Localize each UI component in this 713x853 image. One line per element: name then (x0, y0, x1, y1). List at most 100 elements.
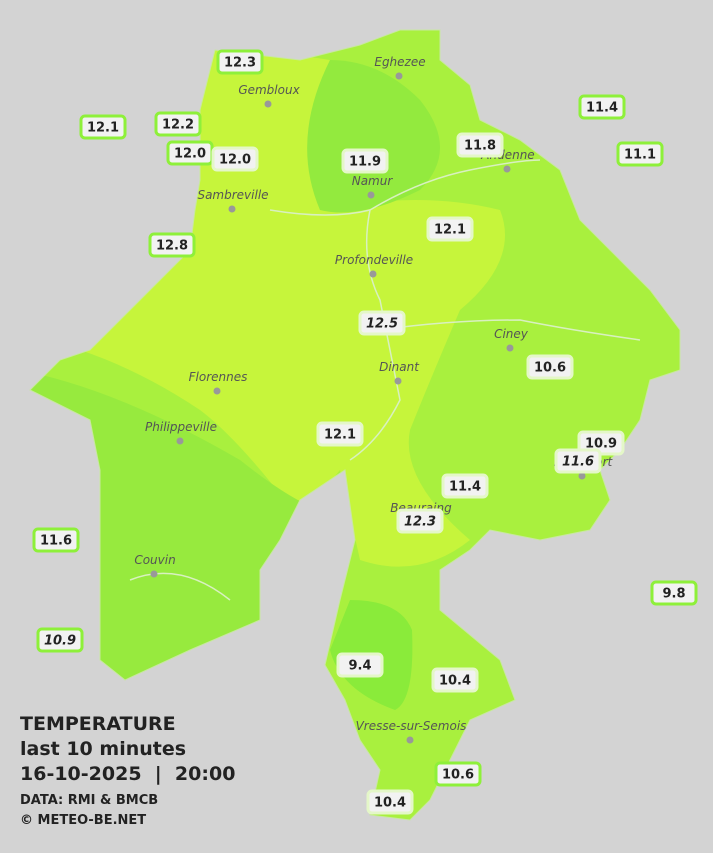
station-value: 10.6 (534, 361, 566, 376)
station-value: 12.0 (219, 153, 251, 168)
legend-title: TEMPERATURE (20, 713, 176, 735)
station-box (396, 508, 444, 534)
city-dot (506, 344, 514, 352)
station-value: 12.8 (156, 239, 188, 254)
city-label: Gembloux (238, 83, 300, 97)
city-label: Namur (352, 174, 394, 188)
station-value: 12.3 (404, 515, 436, 530)
station: 10.6 (434, 761, 482, 787)
station-value: 12.3 (224, 56, 256, 71)
station-box (148, 232, 196, 258)
station: 12.3 (216, 49, 264, 75)
city-label: Couvin (134, 553, 175, 567)
station: 12.5 (358, 310, 406, 336)
station: 11.8 (456, 132, 504, 158)
station-value: 10.4 (439, 674, 471, 689)
station: 9.4 (336, 652, 384, 678)
station-value: 10.9 (585, 437, 617, 452)
city-dot (150, 570, 158, 578)
station: 10.4 (431, 667, 479, 693)
station: 11.9 (341, 148, 389, 174)
station-box (426, 216, 474, 242)
city-dot (395, 72, 403, 80)
legend-period: last 10 minutes (20, 738, 186, 760)
city-dot (264, 100, 272, 108)
station-value: 9.8 (662, 587, 685, 602)
city-label: Philippeville (145, 420, 217, 434)
station-box (431, 667, 479, 693)
city-dot (228, 205, 236, 213)
station: 12.0 (211, 146, 259, 172)
station-value: 12.1 (434, 223, 466, 238)
station: 10.4 (366, 789, 414, 815)
station: 12.1 (426, 216, 474, 242)
station-value: 9.4 (348, 659, 371, 674)
city-label: Florennes (189, 370, 248, 384)
station-box (216, 49, 264, 75)
station-box (456, 132, 504, 158)
station: 10.6 (526, 354, 574, 380)
station: 11.4 (441, 473, 489, 499)
station-box (211, 146, 259, 172)
station-box (578, 94, 626, 120)
city-label: Sambreville (197, 188, 268, 202)
city-dot (406, 736, 414, 744)
station: 11.6 (554, 448, 602, 474)
station-value: 11.1 (624, 148, 656, 163)
city-dot (176, 437, 184, 445)
station-value: 11.4 (586, 101, 618, 116)
city-dot (578, 472, 586, 480)
station: 12.3 (396, 508, 444, 534)
station-box (32, 527, 80, 553)
city-label: Profondeville (335, 253, 413, 267)
station-value: 12.5 (366, 317, 398, 332)
station: 12.1 (316, 421, 364, 447)
station: 10.9 (36, 627, 84, 653)
station: 9.8 (650, 580, 698, 606)
city-dot (394, 377, 402, 385)
station: 12.2 (154, 111, 202, 137)
city-label: Ciney (494, 327, 529, 341)
station-value: 12.1 (324, 428, 356, 443)
station-box (441, 473, 489, 499)
station-value: 11.4 (449, 480, 481, 495)
station-box (36, 627, 84, 653)
station: 12.1 (79, 114, 127, 140)
station-value: 11.9 (349, 155, 381, 170)
legend-datetime: 16-10-2025 | 20:00 (20, 763, 235, 785)
station: 11.6 (32, 527, 80, 553)
station-value: 11.6 (562, 455, 594, 470)
station-box (316, 421, 364, 447)
station-value: 12.1 (87, 121, 119, 136)
station-box (358, 310, 406, 336)
city-dot (369, 270, 377, 278)
station-box (434, 761, 482, 787)
city-label: Dinant (379, 360, 420, 374)
station-box (341, 148, 389, 174)
legend-source: DATA: RMI & BMCB (20, 793, 158, 808)
station-value: 11.6 (40, 534, 72, 549)
rivers (129, 159, 641, 601)
station-value: 10.6 (442, 768, 474, 783)
legend-credit: © METEO-BE.NET (20, 813, 146, 828)
station-box (554, 448, 602, 474)
station-box (366, 789, 414, 815)
city-dot (503, 165, 511, 173)
city-label: Eghezee (374, 55, 425, 69)
station-box (336, 652, 384, 678)
station-box (79, 114, 127, 140)
city-dot (367, 191, 375, 199)
station-value: 10.9 (44, 634, 76, 649)
city-dot (213, 387, 221, 395)
station-value: 12.2 (162, 118, 194, 133)
labels: EghezeeGemblouxAndenneNamurSambrevillePr… (32, 49, 698, 815)
station-box (526, 354, 574, 380)
station-value: 11.8 (464, 139, 496, 154)
station-value: 12.0 (174, 147, 206, 162)
station: 12.8 (148, 232, 196, 258)
station-value: 10.4 (374, 796, 406, 811)
station-box (650, 580, 698, 606)
station: 12.0 (166, 140, 214, 166)
station: 11.4 (578, 94, 626, 120)
